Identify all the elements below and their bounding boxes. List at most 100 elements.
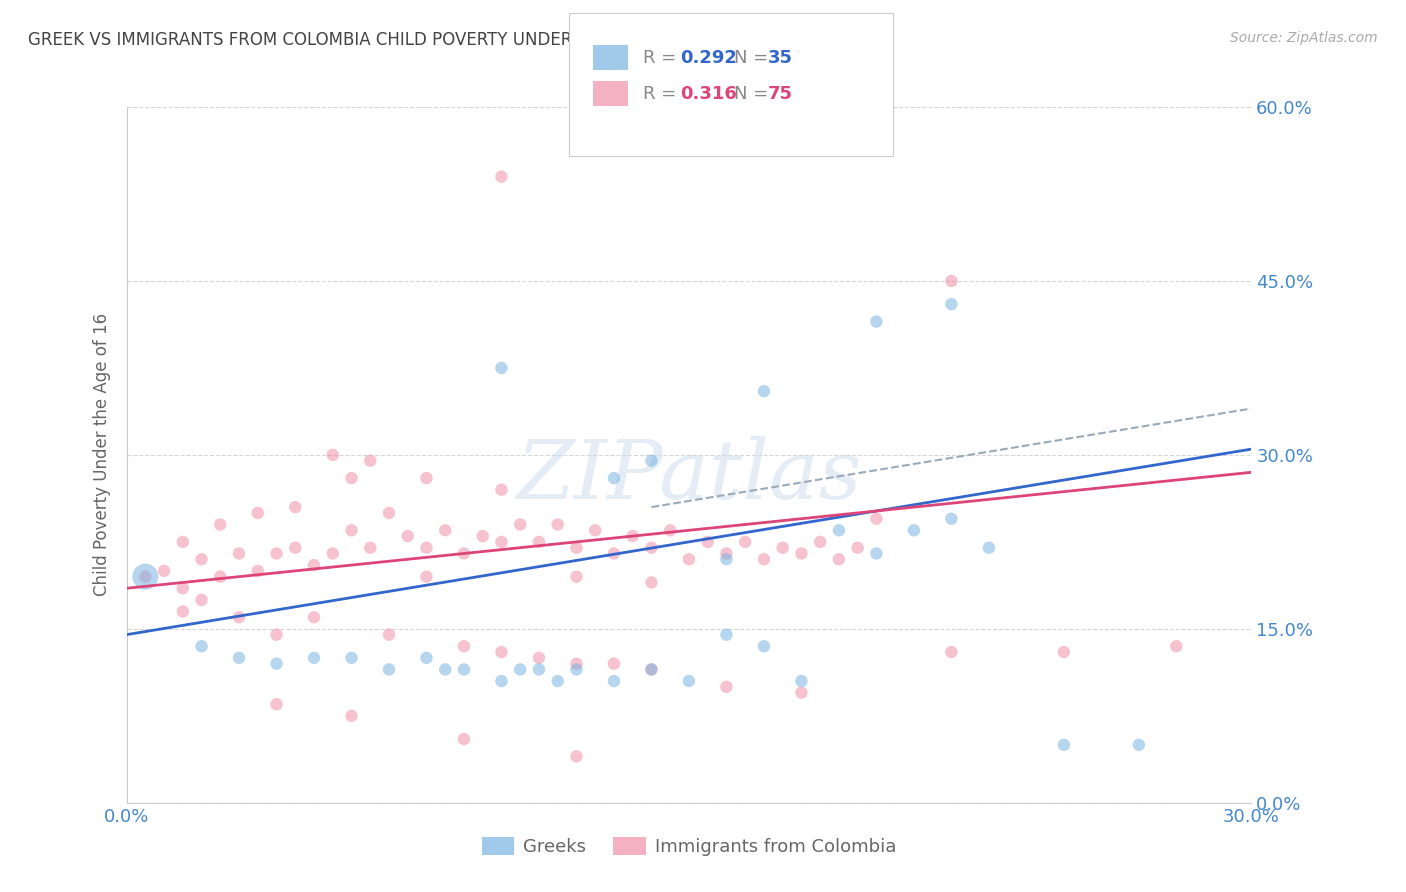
Point	[547, 517, 569, 532]
Point	[491, 645, 513, 659]
Point	[865, 315, 887, 329]
Point	[415, 541, 437, 555]
Point	[716, 628, 738, 642]
Point	[302, 610, 325, 624]
Text: GREEK VS IMMIGRANTS FROM COLOMBIA CHILD POVERTY UNDER THE AGE OF 16 CORRELATION : GREEK VS IMMIGRANTS FROM COLOMBIA CHILD …	[28, 31, 890, 49]
Point	[491, 483, 513, 497]
Point	[659, 523, 682, 537]
Point	[415, 570, 437, 584]
Point	[621, 529, 644, 543]
Point	[828, 552, 851, 566]
Point	[322, 448, 344, 462]
Point	[941, 645, 963, 659]
Point	[678, 674, 700, 689]
Point	[941, 297, 963, 311]
Point	[228, 546, 250, 561]
Point	[190, 592, 212, 607]
Point	[134, 570, 156, 584]
Point	[696, 534, 718, 549]
Y-axis label: Child Poverty Under the Age of 16: Child Poverty Under the Age of 16	[93, 313, 111, 597]
Text: N =: N =	[734, 49, 773, 67]
Point	[415, 651, 437, 665]
Point	[565, 662, 588, 677]
Point	[716, 546, 738, 561]
Point	[640, 662, 662, 677]
Point	[640, 453, 662, 467]
Point	[790, 674, 813, 689]
Point	[865, 546, 887, 561]
Point	[846, 541, 869, 555]
Text: 0.316: 0.316	[681, 85, 737, 103]
Point	[491, 361, 513, 376]
Point	[246, 506, 269, 520]
Point	[752, 639, 775, 653]
Point	[509, 662, 531, 677]
Point	[752, 384, 775, 398]
Text: ZIPatlas: ZIPatlas	[516, 436, 862, 516]
Point	[565, 541, 588, 555]
Point	[772, 541, 794, 555]
Point	[752, 552, 775, 566]
Point	[640, 662, 662, 677]
Point	[396, 529, 419, 543]
Point	[640, 541, 662, 555]
Point	[865, 511, 887, 525]
Point	[903, 523, 925, 537]
Point	[302, 558, 325, 573]
Text: Source: ZipAtlas.com: Source: ZipAtlas.com	[1230, 31, 1378, 45]
Point	[1053, 645, 1076, 659]
Point	[583, 523, 606, 537]
Point	[453, 639, 475, 653]
Point	[172, 582, 194, 596]
Point	[172, 534, 194, 549]
Point	[322, 546, 344, 561]
Text: 35: 35	[768, 49, 793, 67]
Point	[359, 453, 381, 467]
Point	[491, 169, 513, 184]
Text: R =: R =	[643, 85, 682, 103]
Point	[378, 506, 401, 520]
Point	[340, 708, 363, 723]
Point	[471, 529, 494, 543]
Point	[1128, 738, 1150, 752]
Point	[790, 685, 813, 699]
Text: R =: R =	[643, 49, 682, 67]
Point	[228, 651, 250, 665]
Point	[527, 662, 550, 677]
Point	[190, 552, 212, 566]
Point	[340, 471, 363, 485]
Point	[172, 605, 194, 619]
Point	[284, 541, 307, 555]
Point	[266, 546, 288, 561]
Point	[340, 651, 363, 665]
Point	[603, 674, 626, 689]
Point	[716, 680, 738, 694]
Point	[434, 523, 457, 537]
Point	[1053, 738, 1076, 752]
Point	[977, 541, 1000, 555]
Point	[378, 662, 401, 677]
Point	[565, 570, 588, 584]
Point	[734, 534, 756, 549]
Point	[209, 517, 232, 532]
Legend: Greeks, Immigrants from Colombia: Greeks, Immigrants from Colombia	[474, 830, 904, 863]
Point	[527, 534, 550, 549]
Point	[302, 651, 325, 665]
Point	[603, 657, 626, 671]
Point	[153, 564, 176, 578]
Point	[790, 546, 813, 561]
Point	[565, 657, 588, 671]
Point	[603, 546, 626, 561]
Point	[453, 662, 475, 677]
Text: N =: N =	[734, 85, 773, 103]
Point	[547, 674, 569, 689]
Point	[415, 471, 437, 485]
Point	[603, 471, 626, 485]
Point	[828, 523, 851, 537]
Point	[716, 552, 738, 566]
Point	[808, 534, 831, 549]
Point	[1166, 639, 1188, 653]
Point	[228, 610, 250, 624]
Point	[640, 575, 662, 590]
Point	[941, 511, 963, 525]
